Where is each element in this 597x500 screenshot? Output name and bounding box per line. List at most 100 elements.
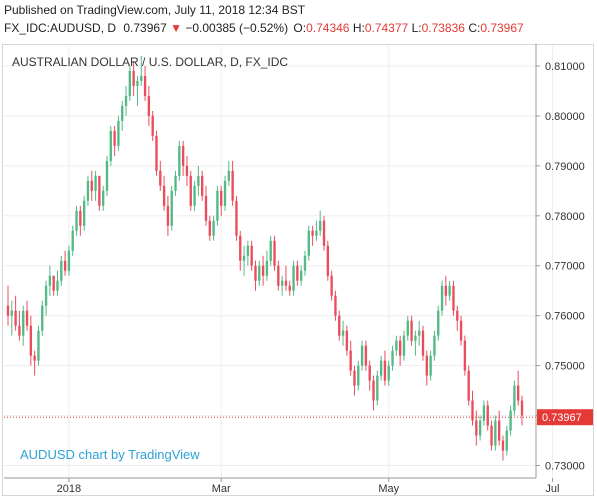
candle-body [391,350,394,366]
candle-body [334,295,337,316]
candle [25,300,29,331]
last-price: 0.73967 [123,21,167,35]
candle [501,435,505,461]
candle-body [505,430,508,451]
candle [395,335,398,356]
candle-body [48,275,52,286]
candle [418,320,421,346]
candle-body [517,385,520,401]
candle [216,185,219,226]
candle-body [398,340,402,356]
candle-body [486,405,489,426]
candle-body [322,220,326,246]
candle [90,170,93,201]
candle-body [429,355,432,376]
candle [48,265,52,296]
candle [246,240,250,266]
candle-body [261,265,265,276]
candle-body [475,420,478,436]
candle-body [29,325,33,356]
candle [128,65,132,101]
candle-body [208,220,211,236]
candle [200,170,204,201]
candle-body [410,320,413,341]
candle-body [37,330,40,361]
candle [231,160,234,206]
candle-body [258,265,261,281]
open-value: 0.74346 [306,21,350,35]
candle [41,300,44,336]
candle-body [303,255,307,271]
candle-body [71,230,74,251]
candle [265,250,269,281]
candle-body [143,75,147,96]
candle [345,325,349,356]
candle [513,380,516,416]
candle [143,65,147,101]
published-line: Published on TradingView.com, July 11, 2… [4,3,305,17]
candle [178,140,181,181]
candle [159,160,162,191]
candle [250,240,253,271]
candle [273,235,276,271]
candle [319,210,322,236]
candle [376,370,379,406]
candle-body [448,285,451,296]
candle-body [200,175,204,196]
candle-body [338,315,341,336]
candle [105,155,109,196]
candle-body [353,370,356,386]
candle [387,360,390,386]
candle [155,130,158,176]
candle-body [159,170,162,186]
candle [79,205,82,236]
candle [425,350,428,386]
candle-body [326,245,330,276]
candle [296,260,299,286]
candle [471,390,474,426]
candle-body [128,70,132,96]
chart-frame[interactable] [2,44,594,496]
candle-body [90,180,93,191]
candle [63,250,67,276]
candle-body [82,200,86,226]
candle [452,280,455,316]
candle-body [269,240,272,261]
candle [86,175,90,206]
candle [121,100,124,131]
candle [288,280,291,296]
candle-body [280,280,284,286]
candle [235,195,238,241]
down-arrow-icon: ▼ [170,21,182,35]
candle-body [250,245,253,266]
candle [52,275,55,296]
candle-body [494,420,497,446]
candle-body [406,320,409,336]
candle-body [193,185,196,206]
candle [75,205,78,236]
candle-body [220,190,223,206]
x-tick-label: Mar [212,483,231,495]
candle-body [299,270,303,281]
candle-body [22,310,25,336]
candle-body [33,355,36,361]
candle-body [520,400,524,416]
candle-body [242,255,246,261]
candle-body [170,190,173,226]
candle-body [151,115,154,136]
candle [360,340,364,371]
candle [505,425,508,456]
candle-body [414,335,417,341]
open-label: O: [293,21,307,35]
candle-body [433,335,436,356]
candle [444,275,448,306]
candle-body [513,385,516,411]
candle-body [452,285,455,311]
y-tick-label: 0.73000 [545,461,585,473]
candle-body [44,285,48,306]
candle-body [497,420,501,441]
candle-body [94,175,97,191]
candle [71,225,74,256]
candle-body [490,425,493,446]
